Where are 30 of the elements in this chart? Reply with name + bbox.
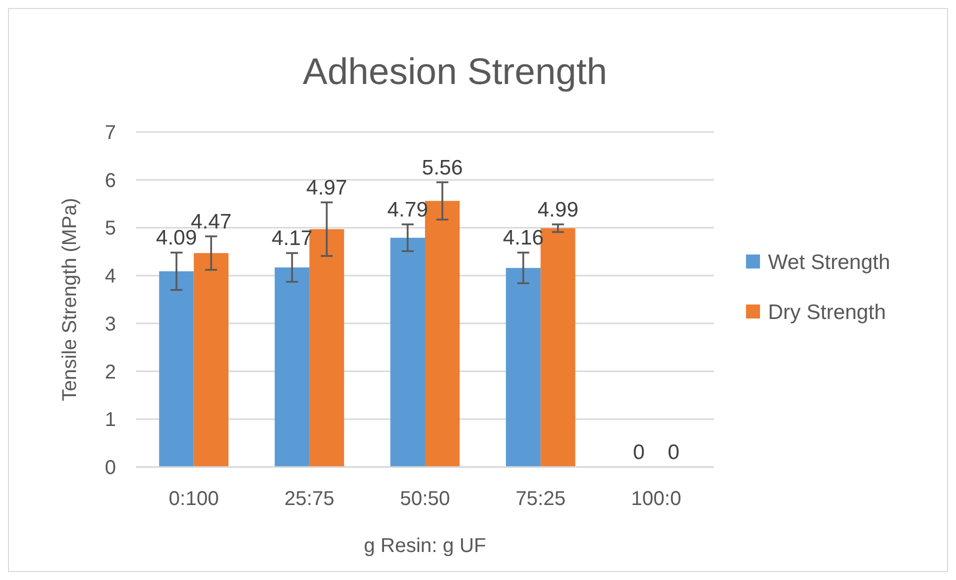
x-tick-label: 0:100 [168, 488, 219, 510]
data-label: 4.09 [156, 226, 197, 250]
x-tick-label: 50:50 [400, 488, 450, 510]
legend-label: Wet Strength [768, 250, 890, 274]
y-tick-label: 4 [104, 266, 116, 288]
bar [194, 253, 228, 467]
bar [390, 238, 425, 467]
data-label: 0 [633, 441, 645, 464]
legend-label: Dry Strength [768, 300, 886, 324]
y-tick-label: 1 [104, 409, 116, 432]
x-tick-label: 100:0 [631, 488, 682, 510]
y-tick-label: 0 [104, 457, 116, 479]
y-tick-label: 6 [104, 170, 116, 192]
chart-title: Adhesion Strength [302, 51, 608, 92]
y-tick-label: 7 [104, 122, 116, 144]
bar [425, 200, 460, 467]
bar [506, 268, 541, 467]
y-tick-label: 2 [104, 361, 116, 384]
bar [274, 267, 310, 467]
y-tick-label: 3 [104, 313, 116, 336]
x-tick-label: 75:25 [516, 488, 566, 510]
data-label: 0 [668, 441, 680, 464]
y-tick-label: 5 [104, 218, 116, 240]
data-label: 4.97 [306, 176, 348, 200]
bar [159, 271, 194, 467]
y-axis-title: Tensile Strength (MPa) [59, 198, 81, 402]
x-tick-label: 25:75 [284, 488, 334, 510]
data-label: 5.56 [422, 156, 463, 180]
data-label: 4.99 [538, 198, 578, 222]
x-axis-title: g Resin: g UF [364, 535, 486, 557]
